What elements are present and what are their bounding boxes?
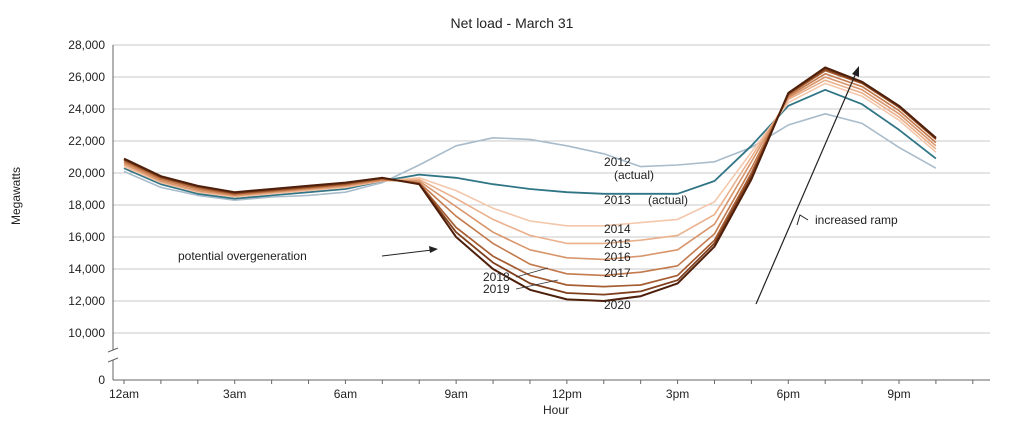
series-label-2020: 2020 (604, 298, 631, 312)
y-tick-label: 26,000 (68, 70, 105, 84)
series-label-2012: 2012 (604, 155, 631, 169)
annotation-overgeneration-arrowhead (429, 246, 438, 253)
y-tick-label: 22,000 (68, 134, 105, 148)
series-2019-leader (515, 279, 559, 290)
x-axis-label: Hour (543, 403, 569, 417)
x-tick-label: 12pm (552, 387, 582, 401)
series-line-2013 (123, 88, 937, 200)
annotations: potential overgeneration increased ramp (178, 66, 898, 305)
annotation-ramp-bracket (796, 214, 809, 226)
y-tick-label: 24,000 (68, 102, 105, 116)
y-axis-label: Megawatts (9, 167, 23, 225)
y-tick-label: 28,000 (68, 38, 105, 52)
y-tick-label: 18,000 (68, 198, 105, 212)
series-line-2012 (123, 113, 937, 201)
series-2018-leader (515, 267, 549, 278)
series-line-2020 (123, 66, 937, 302)
y-tick-label: 20,000 (68, 166, 105, 180)
series-lines (123, 66, 937, 302)
series-label-2014: 2014 (604, 222, 631, 236)
x-tick-label: 3am (223, 387, 246, 401)
annotation-increased-ramp: increased ramp (815, 213, 898, 227)
axis-break-mark (107, 357, 119, 363)
grid-lines (113, 44, 990, 334)
y-tick-labels: 0 10,000 12,000 14,000 16,000 18,000 20,000 22,… (68, 38, 105, 387)
series-label-2015: 2015 (604, 237, 631, 251)
annotation-ramp-arrowhead (852, 66, 859, 77)
series-line-2016 (123, 76, 937, 261)
series-line-2017 (123, 73, 937, 277)
series-line-2014 (123, 82, 937, 227)
x-tick-label: 6am (334, 387, 357, 401)
series-label-2019: 2019 (483, 282, 510, 296)
series-sublabel-2013: (actual) (648, 193, 688, 207)
x-tick-label: 9pm (887, 387, 910, 401)
series-label-2016: 2016 (604, 250, 631, 264)
y-tick-label: 12,000 (68, 294, 105, 308)
series-label-2013: 2013 (604, 193, 631, 207)
series-label-2018: 2018 (483, 270, 510, 284)
series-labels: 2012(actual)2013 (actual)2014201520162017… (483, 155, 688, 312)
y-tick-label: 14,000 (68, 262, 105, 276)
axes (107, 45, 990, 384)
x-tick-label: 6pm (777, 387, 800, 401)
y-tick-label: 16,000 (68, 230, 105, 244)
x-tick-label: 3pm (666, 387, 689, 401)
series-label-2017: 2017 (604, 266, 631, 280)
annotation-ramp-arrow (755, 72, 857, 305)
y-tick-label: 10,000 (68, 326, 105, 340)
y-tick-label: 0 (98, 373, 105, 387)
series-sublabel-2012: (actual) (614, 168, 654, 182)
x-tick-label: 9am (444, 387, 467, 401)
x-tick-labels: 12am 3am 6am 9am 12pm 3pm 6pm 9pm (109, 387, 911, 401)
chart-title: Net load - March 31 (451, 15, 574, 31)
x-tick-label: 12am (109, 387, 139, 401)
annotation-overgeneration-arrow (381, 249, 433, 257)
axis-break-mark (107, 347, 119, 353)
annotation-overgeneration: potential overgeneration (178, 249, 307, 263)
